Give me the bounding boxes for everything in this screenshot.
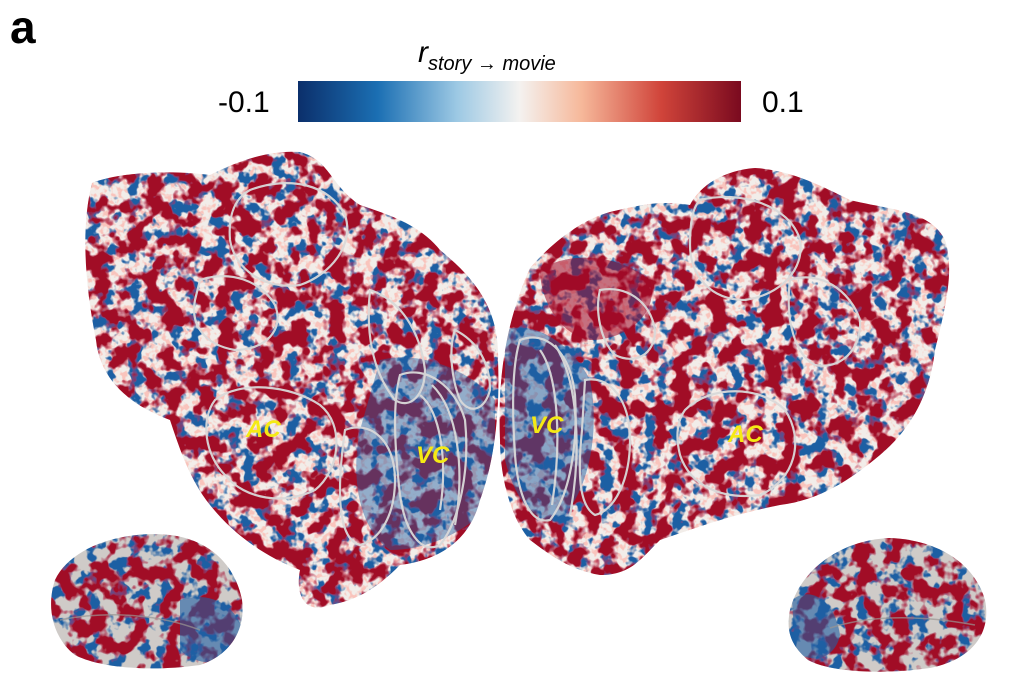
right-hemisphere-flatmap: AC VC — [499, 168, 950, 575]
panel-label: a — [10, 1, 36, 53]
colorbar-title-sub: story → movie — [428, 53, 556, 75]
colorbar-title: rstory → movie — [418, 36, 618, 75]
colorbar-title-main: r — [418, 36, 428, 69]
colorbar-tick-max: 0.1 — [762, 86, 804, 119]
colorbar-tick-min: -0.1 — [218, 86, 270, 119]
right-vc-label: VC — [530, 412, 564, 439]
right-roi-outlines — [512, 195, 862, 522]
right-ac-label: AC — [727, 421, 763, 448]
colorbar — [298, 81, 741, 122]
left-roi-outlines — [192, 182, 492, 549]
left-ac-label: AC — [245, 416, 281, 443]
right-inflated-hemisphere — [788, 538, 987, 672]
left-inflated-hemisphere — [51, 534, 243, 669]
left-vc-label: VC — [416, 442, 450, 469]
